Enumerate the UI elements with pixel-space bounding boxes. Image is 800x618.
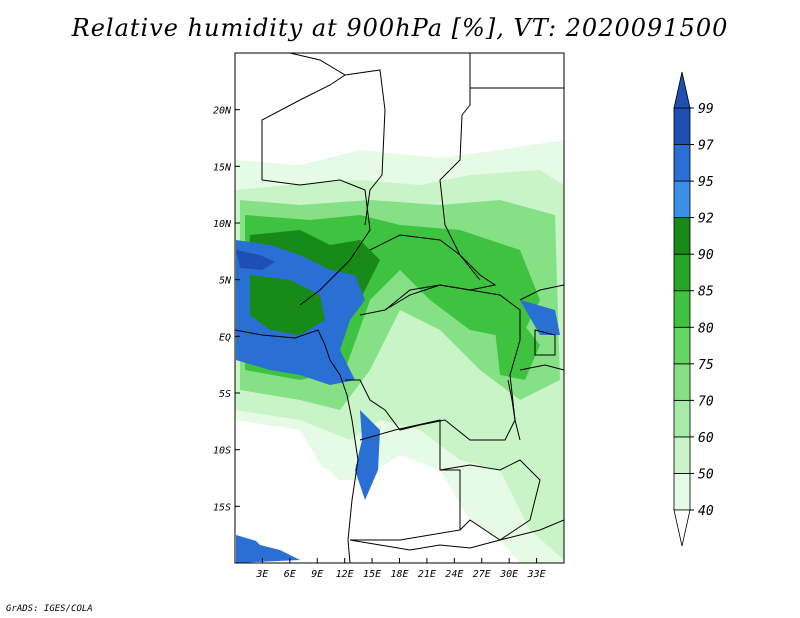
border-south bbox=[349, 519, 564, 551]
colorbar-label: 50 bbox=[698, 467, 714, 482]
y-tick-label: 15N bbox=[213, 162, 232, 173]
colorbar: 40 50 60 70 75 80 85 90 92 95 97 99 bbox=[673, 71, 714, 547]
colorbar-label: 70 bbox=[698, 394, 714, 409]
colorbar-label: 85 bbox=[698, 285, 714, 300]
y-tick-label: EQ bbox=[219, 332, 231, 343]
humidity-area-white bbox=[235, 445, 355, 555]
colorbar-box bbox=[673, 290, 691, 328]
y-tick-label: 15S bbox=[213, 502, 231, 513]
x-tick-label: 6E bbox=[284, 569, 296, 580]
border-nigeria bbox=[261, 179, 371, 306]
colorbar-lower-arrow bbox=[673, 509, 691, 547]
border-libya-sudan bbox=[439, 53, 481, 281]
humidity-area-97c bbox=[236, 535, 300, 563]
border-zambia bbox=[439, 459, 541, 541]
lake-tanganyika bbox=[507, 379, 521, 441]
colorbar-label: 40 bbox=[698, 504, 714, 519]
colorbar-label: 60 bbox=[698, 431, 714, 446]
colorbar-label: 75 bbox=[698, 358, 714, 373]
border-north bbox=[261, 53, 346, 180]
x-tick-label: 24E bbox=[445, 569, 463, 580]
border-niger-chad bbox=[344, 69, 386, 226]
colorbar-label: 97 bbox=[698, 139, 714, 154]
x-tick-label: 12E bbox=[336, 569, 354, 580]
border-east bbox=[519, 284, 564, 301]
border-drc bbox=[345, 284, 521, 441]
border-tanzania bbox=[519, 364, 564, 371]
y-tick-label: 10N bbox=[213, 219, 232, 230]
colorbar-label: 92 bbox=[698, 212, 714, 227]
y-tick-label: 10S bbox=[213, 446, 231, 457]
colorbar-box bbox=[673, 473, 691, 511]
colorbar-box bbox=[673, 399, 691, 438]
y-tick-label: 5S bbox=[219, 389, 231, 400]
x-tick-label: 33E bbox=[527, 569, 546, 580]
x-tick-label: 15E bbox=[363, 569, 381, 580]
country-borders bbox=[235, 53, 564, 563]
colorbar-box bbox=[673, 363, 691, 401]
humidity-area-92b bbox=[250, 275, 325, 335]
x-tick-label: 3E bbox=[255, 569, 268, 580]
border-angola bbox=[350, 419, 461, 541]
chart-title: Relative humidity at 900hPa [%], VT: 202… bbox=[71, 14, 729, 42]
colorbar-box bbox=[673, 217, 691, 255]
y-axis: 20N 15N 10N 5N EQ 5S 10S 15S bbox=[213, 106, 240, 513]
x-tick-label: 27E bbox=[473, 569, 491, 580]
colorbar-box bbox=[673, 107, 691, 145]
y-tick-label: 5N bbox=[219, 276, 232, 287]
humidity-field bbox=[235, 53, 564, 563]
coastline-west bbox=[235, 329, 359, 563]
colorbar-box bbox=[673, 253, 691, 292]
colorbar-label: 90 bbox=[698, 248, 714, 263]
colorbar-box bbox=[673, 436, 691, 474]
x-axis: 3E 6E 9E 12E 15E 18E 21E 24E 27E 30E 33E bbox=[255, 558, 546, 580]
colorbar-label: 95 bbox=[698, 175, 714, 190]
humidity-area-99 bbox=[236, 250, 275, 270]
colorbar-label: 99 bbox=[698, 102, 714, 117]
colorbar-label: 80 bbox=[698, 321, 714, 336]
humidity-area-97b bbox=[355, 410, 380, 500]
border-car bbox=[359, 234, 497, 316]
colorbar-box bbox=[673, 180, 691, 219]
x-tick-label: 18E bbox=[390, 569, 408, 580]
x-tick-label: 30E bbox=[499, 569, 518, 580]
humidity-area-97d bbox=[520, 300, 560, 335]
y-tick-label: 20N bbox=[213, 106, 232, 117]
colorbar-upper-arrow bbox=[673, 71, 691, 109]
colorbar-box bbox=[673, 326, 691, 365]
lake-victoria bbox=[534, 329, 556, 356]
colorbar-box bbox=[673, 144, 691, 182]
grads-credit: GrADS: IGES/COLA bbox=[6, 604, 93, 614]
x-tick-label: 9E bbox=[311, 569, 323, 580]
x-tick-label: 21E bbox=[418, 569, 436, 580]
